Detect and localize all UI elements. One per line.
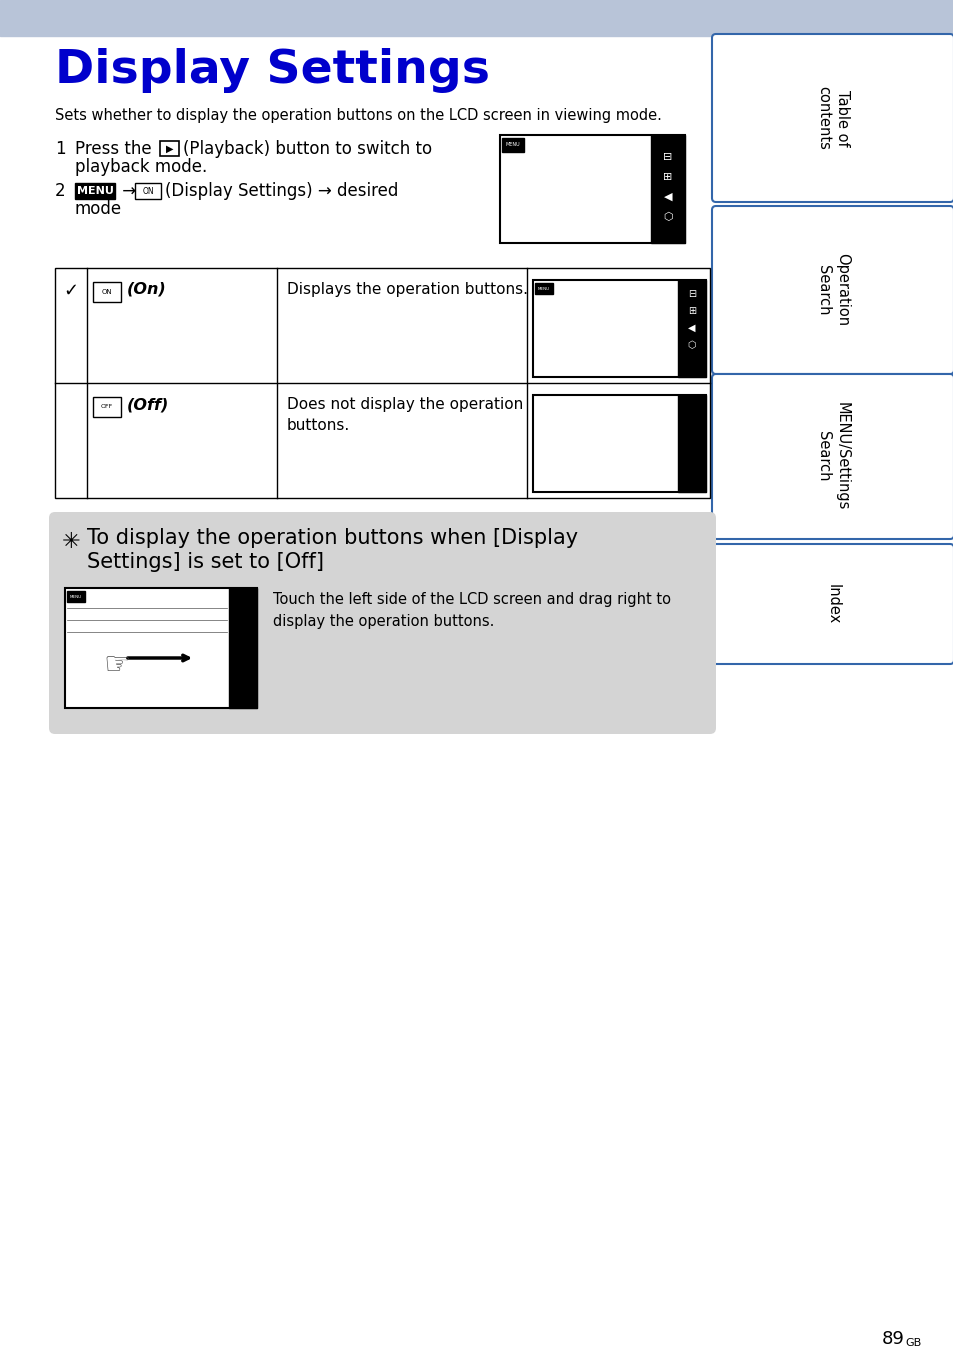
Text: ◀: ◀ — [687, 323, 695, 333]
Text: Press the: Press the — [75, 140, 152, 157]
Bar — [535, 283, 553, 294]
Text: ⊟: ⊟ — [662, 152, 672, 162]
Bar — [650, 136, 684, 244]
Bar — [678, 281, 705, 376]
Text: ⬡: ⬡ — [687, 340, 696, 350]
Bar — [160, 141, 179, 156]
Text: ✓: ✓ — [63, 282, 78, 300]
Text: (Off): (Off) — [127, 397, 170, 412]
Bar — [229, 589, 256, 708]
Text: ☞: ☞ — [103, 652, 131, 680]
Text: MENU: MENU — [76, 186, 113, 196]
Bar — [678, 396, 705, 491]
Text: Sets whether to display the operation buttons on the LCD screen in viewing mode.: Sets whether to display the operation bu… — [55, 108, 661, 123]
FancyBboxPatch shape — [711, 543, 953, 664]
Text: Operation
Search: Operation Search — [816, 253, 849, 327]
Text: ⊞: ⊞ — [687, 307, 696, 316]
Bar — [501, 138, 523, 152]
Text: MENU/Settings
Search: MENU/Settings Search — [816, 402, 849, 511]
FancyBboxPatch shape — [711, 34, 953, 203]
Text: ⊟: ⊟ — [687, 289, 696, 298]
Bar — [92, 282, 121, 303]
Bar — [533, 281, 705, 376]
Text: Display Settings: Display Settings — [55, 48, 490, 93]
Text: 1: 1 — [55, 140, 66, 157]
Text: 2: 2 — [55, 182, 66, 200]
Text: Table of
contents: Table of contents — [816, 86, 849, 151]
Text: MENU: MENU — [70, 594, 82, 598]
Bar — [0, 0, 953, 36]
Text: ⊞: ⊞ — [662, 172, 672, 182]
Bar — [65, 589, 256, 708]
FancyBboxPatch shape — [711, 374, 953, 539]
Bar — [135, 183, 161, 199]
Text: Settings] is set to [Off]: Settings] is set to [Off] — [87, 552, 324, 572]
Bar — [533, 396, 705, 491]
Text: ⬡: ⬡ — [662, 212, 672, 222]
FancyBboxPatch shape — [49, 512, 716, 734]
Text: ON: ON — [102, 289, 112, 294]
Text: Does not display the operation
buttons.: Does not display the operation buttons. — [287, 397, 522, 433]
Text: GB: GB — [904, 1338, 921, 1348]
Text: playback mode.: playback mode. — [75, 157, 207, 177]
FancyBboxPatch shape — [711, 205, 953, 374]
Text: (Playback) button to switch to: (Playback) button to switch to — [183, 140, 432, 157]
Text: ON: ON — [142, 186, 153, 196]
Bar — [67, 591, 85, 602]
Text: →: → — [117, 182, 136, 200]
Bar — [55, 268, 709, 498]
Text: Displays the operation buttons.: Displays the operation buttons. — [287, 282, 527, 297]
Text: (On): (On) — [127, 282, 167, 297]
Text: Index: Index — [824, 583, 840, 624]
Text: MENU: MENU — [537, 286, 550, 290]
Text: 89: 89 — [882, 1331, 904, 1348]
Text: ◀: ◀ — [663, 192, 672, 203]
Text: OFF: OFF — [101, 404, 113, 409]
Bar — [92, 397, 121, 418]
Text: ▶: ▶ — [166, 144, 173, 153]
Text: Touch the left side of the LCD screen and drag right to
display the operation bu: Touch the left side of the LCD screen an… — [273, 591, 670, 630]
Text: (Display Settings) → desired: (Display Settings) → desired — [165, 182, 398, 200]
Text: MENU: MENU — [505, 142, 519, 148]
Bar — [75, 183, 115, 199]
Text: ✳: ✳ — [62, 533, 80, 552]
Bar — [499, 136, 684, 244]
Text: mode: mode — [75, 200, 122, 218]
Text: To display the operation buttons when [Display: To display the operation buttons when [D… — [87, 528, 578, 548]
